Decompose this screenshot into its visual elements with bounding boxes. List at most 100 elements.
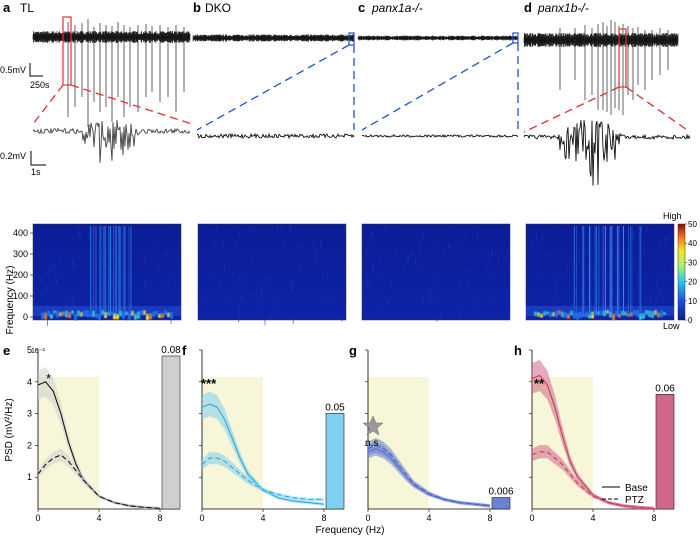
legend-ptz: PTZ	[625, 495, 644, 506]
spectrogram-texture	[211, 269, 213, 273]
spectrogram-texture	[362, 287, 364, 290]
spectrogram-texture	[467, 270, 469, 273]
scale-bar-mid-time: 1s	[31, 167, 41, 177]
spectrogram-texture	[382, 306, 384, 310]
spectrogram-texture	[542, 232, 544, 236]
spectrogram-lowband	[170, 312, 173, 319]
colorbar-high-label: High	[663, 211, 682, 221]
spectrogram-lowband	[558, 310, 561, 315]
spectrogram-texture	[341, 316, 343, 322]
psd-ci-band-base	[532, 359, 654, 509]
psd-bar-label: 0.05	[325, 402, 345, 413]
spectrogram-texture	[41, 293, 43, 298]
spectrogram-lowband	[161, 313, 164, 318]
spectrogram-lowband	[125, 311, 128, 316]
spectrogram-texture	[664, 238, 666, 245]
psd-panel-dko: 0 4 8 0.05	[199, 349, 345, 523]
spectrogram-texture	[497, 257, 499, 261]
spectrogram-texture	[393, 225, 395, 229]
spectrogram-texture	[72, 294, 74, 302]
spectrogram-texture	[506, 293, 508, 300]
zoom-connector-panx1a-left	[361, 42, 514, 131]
psd-xtick-label: 4	[260, 513, 265, 523]
psd-panel-panx1a: 0 4 8 0.006	[365, 349, 514, 523]
spectrogram-ytick-label: 300	[13, 249, 28, 259]
raw-eeg-traces	[32, 19, 679, 127]
spectrogram-texture	[439, 296, 441, 299]
spectrogram-lowband	[606, 310, 609, 314]
spectrogram-lowband	[158, 313, 161, 318]
spectrogram-lowband	[564, 312, 567, 318]
zoom-trace-panx1a	[361, 133, 519, 138]
spectrogram-texture	[407, 254, 409, 263]
zoom-box-dko	[348, 32, 355, 46]
colorbar-tick-label: 20	[688, 278, 697, 287]
spectrogram-tl	[32, 223, 182, 321]
star-icon	[362, 415, 384, 436]
spectrogram-texture	[270, 316, 272, 320]
spectrogram-texture	[116, 285, 118, 292]
spectrogram-texture	[205, 292, 207, 295]
spectrogram-texture	[111, 281, 113, 289]
spectrogram-lowband	[648, 310, 651, 317]
spectrogram-texture	[587, 246, 589, 254]
spectrogram-texture	[541, 235, 543, 244]
psd-bar	[325, 413, 345, 510]
spectrogram-texture	[268, 277, 270, 281]
psd-xtick-label: 8	[487, 513, 492, 523]
spectrogram-texture	[581, 288, 583, 294]
psd-xtick-label: 4	[590, 513, 595, 523]
spectrogram-texture	[266, 279, 268, 283]
raw-trace-tl	[32, 30, 191, 44]
spectrogram-texture	[42, 275, 44, 284]
spectrogram-yticks: 400 300 200 100 0	[13, 228, 33, 322]
psd-xlabel: Frequency (Hz)	[316, 525, 385, 536]
legend: Base PTZ	[602, 483, 648, 506]
spectrogram-texture	[366, 248, 368, 253]
spectrogram-lowband	[71, 310, 74, 314]
spectrogram-texture	[299, 264, 301, 271]
psd-xtick-label: 4	[96, 513, 101, 523]
spectrogram-texture	[254, 229, 255, 233]
psd-xtick-label: 0	[35, 513, 40, 523]
spectrogram-texture	[59, 286, 61, 289]
spectrogram-texture	[544, 252, 546, 257]
spectrogram-lowband	[56, 310, 59, 318]
panel-label-e: e	[3, 343, 10, 358]
spectrogram-texture	[261, 285, 263, 290]
spectrogram-texture	[260, 289, 262, 297]
spectrogram-ytick-label: 400	[13, 228, 28, 238]
psd-panel-tl: 0 4 8 5 4 3 2 1 0.08	[27, 345, 181, 523]
spectrogram-texture	[615, 232, 617, 237]
psd-ytick-label: 4	[27, 377, 32, 387]
psd-ytick-label: 5	[27, 345, 32, 355]
spectrogram-texture	[491, 247, 493, 250]
colorbar-tick-label: 50	[688, 220, 697, 229]
spectrogram-texture	[248, 292, 250, 297]
spectrogram-texture	[73, 262, 74, 269]
spectrogram-lowband	[630, 312, 633, 317]
spectrogram-lowband	[95, 313, 98, 319]
spectrogram-texture	[395, 250, 397, 258]
psd-xtick-label: 0	[365, 513, 370, 523]
spectrogram-lowband	[603, 310, 606, 317]
spectrogram-texture	[200, 297, 202, 301]
spectrogram-texture	[469, 269, 471, 273]
spectrogram-panx1b	[525, 223, 675, 321]
spectrogram-texture	[281, 224, 283, 230]
spectrogram-texture	[579, 250, 581, 259]
spectrogram-lowband	[588, 313, 591, 319]
panel-label-a: a	[3, 0, 11, 15]
spectrogram-lowband	[92, 310, 95, 317]
spectrogram-lowband	[155, 311, 158, 315]
spectrogram-texture	[666, 236, 668, 241]
spectrogram-texture	[88, 234, 90, 241]
spectrogram-texture	[130, 303, 132, 308]
spectrogram-texture	[371, 230, 373, 238]
psd-line-ptz	[367, 444, 491, 507]
zoomed-eeg-traces	[32, 119, 691, 186]
spectrogram-texture	[574, 289, 576, 297]
spectrogram-texture	[655, 296, 657, 303]
spectrogram-texture	[536, 234, 538, 242]
spectrogram-lowband	[534, 311, 537, 316]
